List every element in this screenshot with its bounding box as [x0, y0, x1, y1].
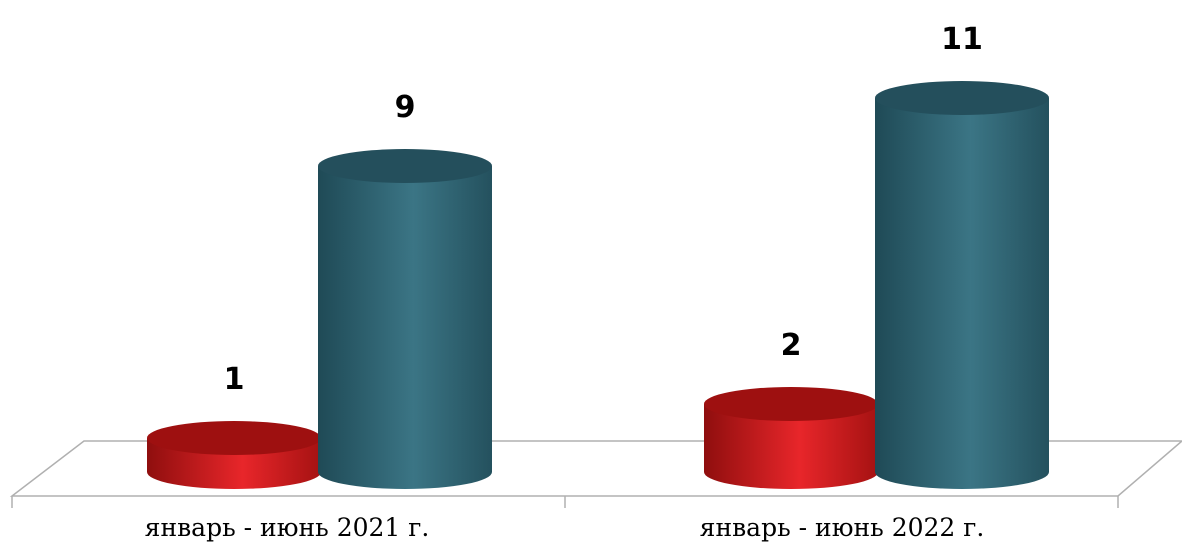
- bar-body: [318, 166, 492, 489]
- bar-value-label: 1: [224, 362, 245, 397]
- bar-cylinder: [318, 149, 492, 489]
- bar-value-label: 9: [395, 90, 416, 125]
- bars-group: [147, 81, 1049, 489]
- bar-top: [704, 387, 878, 421]
- bar-value-label: 2: [781, 328, 802, 363]
- bar-value-label: 11: [941, 22, 983, 57]
- bar-top: [318, 149, 492, 183]
- bar-cylinder: [147, 421, 321, 489]
- bar-body: [704, 404, 878, 489]
- bar-top: [875, 81, 1049, 115]
- chart-floor: [9, 440, 1182, 508]
- category-labels-group: январь - июнь 2021 г. январь - июнь 2022 …: [145, 513, 985, 542]
- floor-plane: [9, 440, 1182, 497]
- category-label: январь - июнь 2022 г.: [700, 513, 985, 542]
- bar-top: [147, 421, 321, 455]
- bar-body: [875, 98, 1049, 489]
- bar-cylinder: [875, 81, 1049, 489]
- value-labels-group: 1 9 2 11: [224, 22, 983, 397]
- bar-cylinder: [704, 387, 878, 489]
- category-label: январь - июнь 2021 г.: [145, 513, 430, 542]
